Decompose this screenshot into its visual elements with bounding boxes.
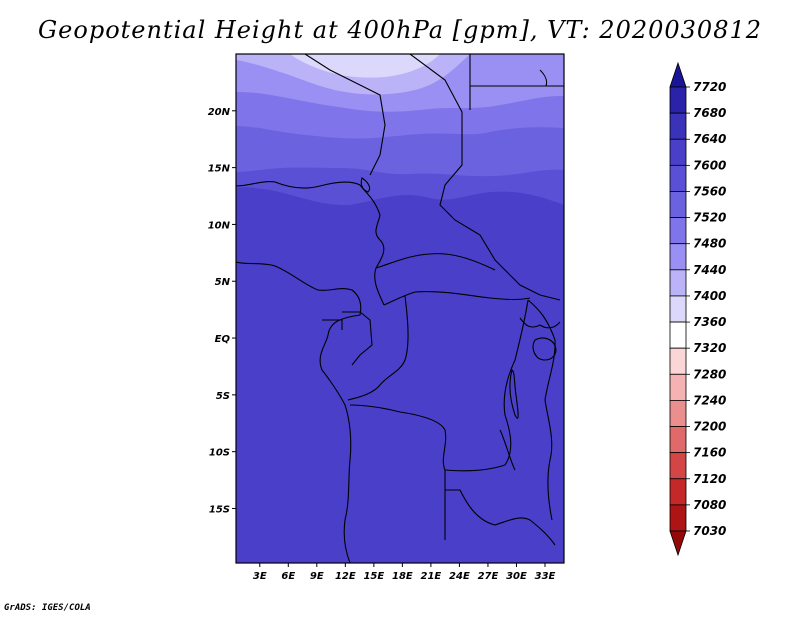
lat-tick-label: 5N (215, 277, 231, 288)
colorbar-label: 7200 (693, 420, 726, 434)
grads-credit: GrADS: IGES/COLA (4, 603, 91, 613)
lon-tick-label: 30E (506, 571, 527, 582)
lon-tick-label: 12E (335, 571, 356, 582)
colorbar-label: 7480 (693, 237, 726, 251)
lat-tick-label: 5S (216, 391, 230, 402)
colorbar-label: 7120 (693, 472, 726, 486)
lat-tick-label: 20N (208, 107, 231, 118)
colorbar-label: 7320 (693, 341, 726, 355)
colorbar-swatch (669, 164, 687, 192)
border-car (375, 253, 531, 306)
lon-tick-label: 21E (421, 571, 442, 582)
latitude-axis: 20N 15N 10N 5N EQ 5S 10S 15S (208, 107, 236, 515)
colorbar-label: 7640 (693, 132, 726, 146)
colorbar-swatch (669, 112, 687, 140)
colorbar-bottom-arrow (669, 530, 687, 557)
colorbar-swatch (669, 217, 687, 245)
longitude-axis: 3E 6E 9E 12E 15E 18E 21E 24E 27E 30E 33E (253, 563, 556, 582)
colorbar-swatch (669, 321, 687, 349)
chart-title: Geopotential Height at 400hPa [gpm], VT:… (38, 16, 762, 44)
border-north-1 (236, 181, 385, 306)
colorbar-label: 7080 (693, 498, 726, 512)
colorbar-swatch (669, 347, 687, 375)
lat-tick-label: 15S (209, 504, 230, 515)
colorbar-swatch (669, 191, 687, 218)
coastline-west-africa (236, 261, 362, 563)
lake-tanganyika (509, 369, 519, 419)
border-gabon (322, 311, 373, 366)
lat-tick-label: 10N (208, 220, 231, 231)
border-north-4 (469, 54, 564, 110)
colorbar-label: 7240 (693, 393, 726, 407)
colorbar-label: 7360 (693, 315, 726, 329)
colorbar-top-arrow (669, 61, 687, 88)
contour-band-7360 (290, 54, 440, 78)
border-east (527, 299, 556, 521)
colorbar-label: 7160 (693, 446, 726, 460)
coast-east (499, 69, 561, 471)
lat-tick-label: EQ (215, 334, 231, 345)
colorbar-swatch (669, 452, 687, 480)
colorbar: 7720 7680 7640 7600 7560 7520 7480 7440 7400 7360… (669, 61, 726, 557)
lon-tick-label: 15E (363, 571, 384, 582)
colorbar-label: 7680 (693, 106, 726, 120)
colorbar-label: 7280 (693, 367, 726, 381)
lon-tick-label: 33E (535, 571, 556, 582)
colorbar-swatch (669, 373, 687, 401)
colorbar-swatch (669, 86, 687, 114)
lon-tick-label: 18E (392, 571, 413, 582)
lat-tick-label: 15N (208, 164, 231, 175)
colorbar-label: 7560 (693, 184, 726, 198)
lon-tick-label: 3E (253, 571, 267, 582)
lat-tick-label: 10S (209, 448, 230, 459)
colorbar-swatch (669, 243, 687, 271)
colorbar-swatch (669, 504, 687, 532)
lake-chad (360, 177, 371, 193)
lake-victoria (532, 337, 557, 361)
colorbar-label: 7520 (693, 211, 726, 225)
colorbar-swatch (669, 400, 687, 427)
lon-tick-label: 24E (449, 571, 470, 582)
lon-tick-label: 9E (310, 571, 324, 582)
colorbar-swatch (669, 269, 687, 297)
border-angola (444, 470, 556, 546)
colorbar-label: 7030 (693, 524, 726, 538)
colorbar-label: 7400 (693, 289, 726, 303)
lon-tick-label: 6E (281, 571, 295, 582)
country-borders (236, 54, 564, 563)
map-frame (235, 53, 565, 564)
contour-fill (236, 54, 564, 563)
colorbar-label: 7440 (693, 263, 726, 277)
border-north-3 (409, 54, 561, 301)
colorbar-swatch (669, 478, 687, 506)
colorbar-swatch (669, 295, 687, 323)
border-drc (347, 295, 529, 472)
colorbar-label: 7600 (693, 158, 726, 172)
border-north-2 (304, 54, 386, 176)
colorbar-swatch (669, 138, 687, 166)
colorbar-swatch (669, 426, 687, 454)
lon-tick-label: 27E (478, 571, 499, 582)
colorbar-label: 7720 (693, 80, 726, 94)
